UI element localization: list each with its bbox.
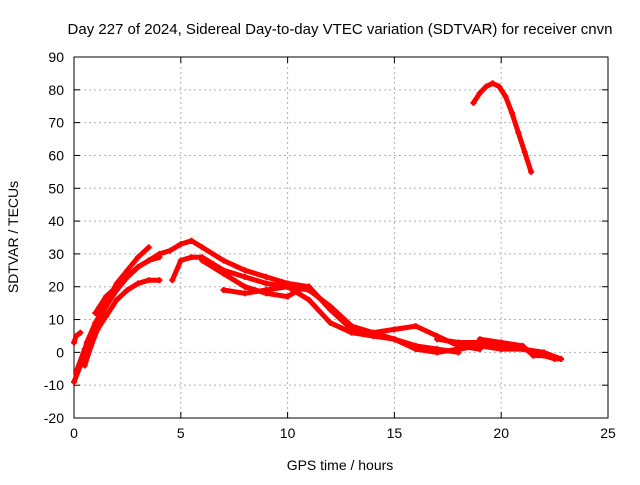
x-tick-label: 25	[600, 425, 616, 441]
y-tick-label: 20	[48, 279, 64, 295]
y-tick-label: -20	[44, 410, 64, 426]
x-tick-label: 0	[70, 425, 78, 441]
plot-frame	[73, 56, 609, 419]
y-tick-label: 50	[48, 180, 64, 196]
y-tick-label: 60	[48, 147, 64, 163]
data-series	[71, 80, 565, 385]
series-track-10	[470, 80, 534, 175]
chart-title: Day 227 of 2024, Sidereal Day-to-day VTE…	[68, 21, 613, 38]
y-tick-label: 0	[56, 344, 64, 360]
x-tick-label: 20	[493, 425, 509, 441]
y-tick-label: 70	[48, 115, 64, 131]
axis-ticks: 0 5 10 15 20 25 -20 -10 0 10 20 30 40 50 60 70 80 90	[44, 49, 616, 441]
y-tick-label: 30	[48, 246, 64, 262]
y-tick-label: 90	[48, 49, 64, 65]
y-tick-label: 80	[48, 82, 64, 98]
series-track-4	[92, 238, 312, 316]
y-tick-label: -10	[44, 377, 64, 393]
x-axis-label: GPS time / hours	[287, 457, 394, 473]
x-tick-label: 15	[387, 425, 403, 441]
x-tick-label: 10	[280, 425, 296, 441]
y-axis-label: SDTVAR / TECUs	[5, 181, 21, 293]
y-tick-label: 40	[48, 213, 64, 229]
x-tick-label: 5	[177, 425, 185, 441]
y-tick-label: 10	[48, 312, 64, 328]
